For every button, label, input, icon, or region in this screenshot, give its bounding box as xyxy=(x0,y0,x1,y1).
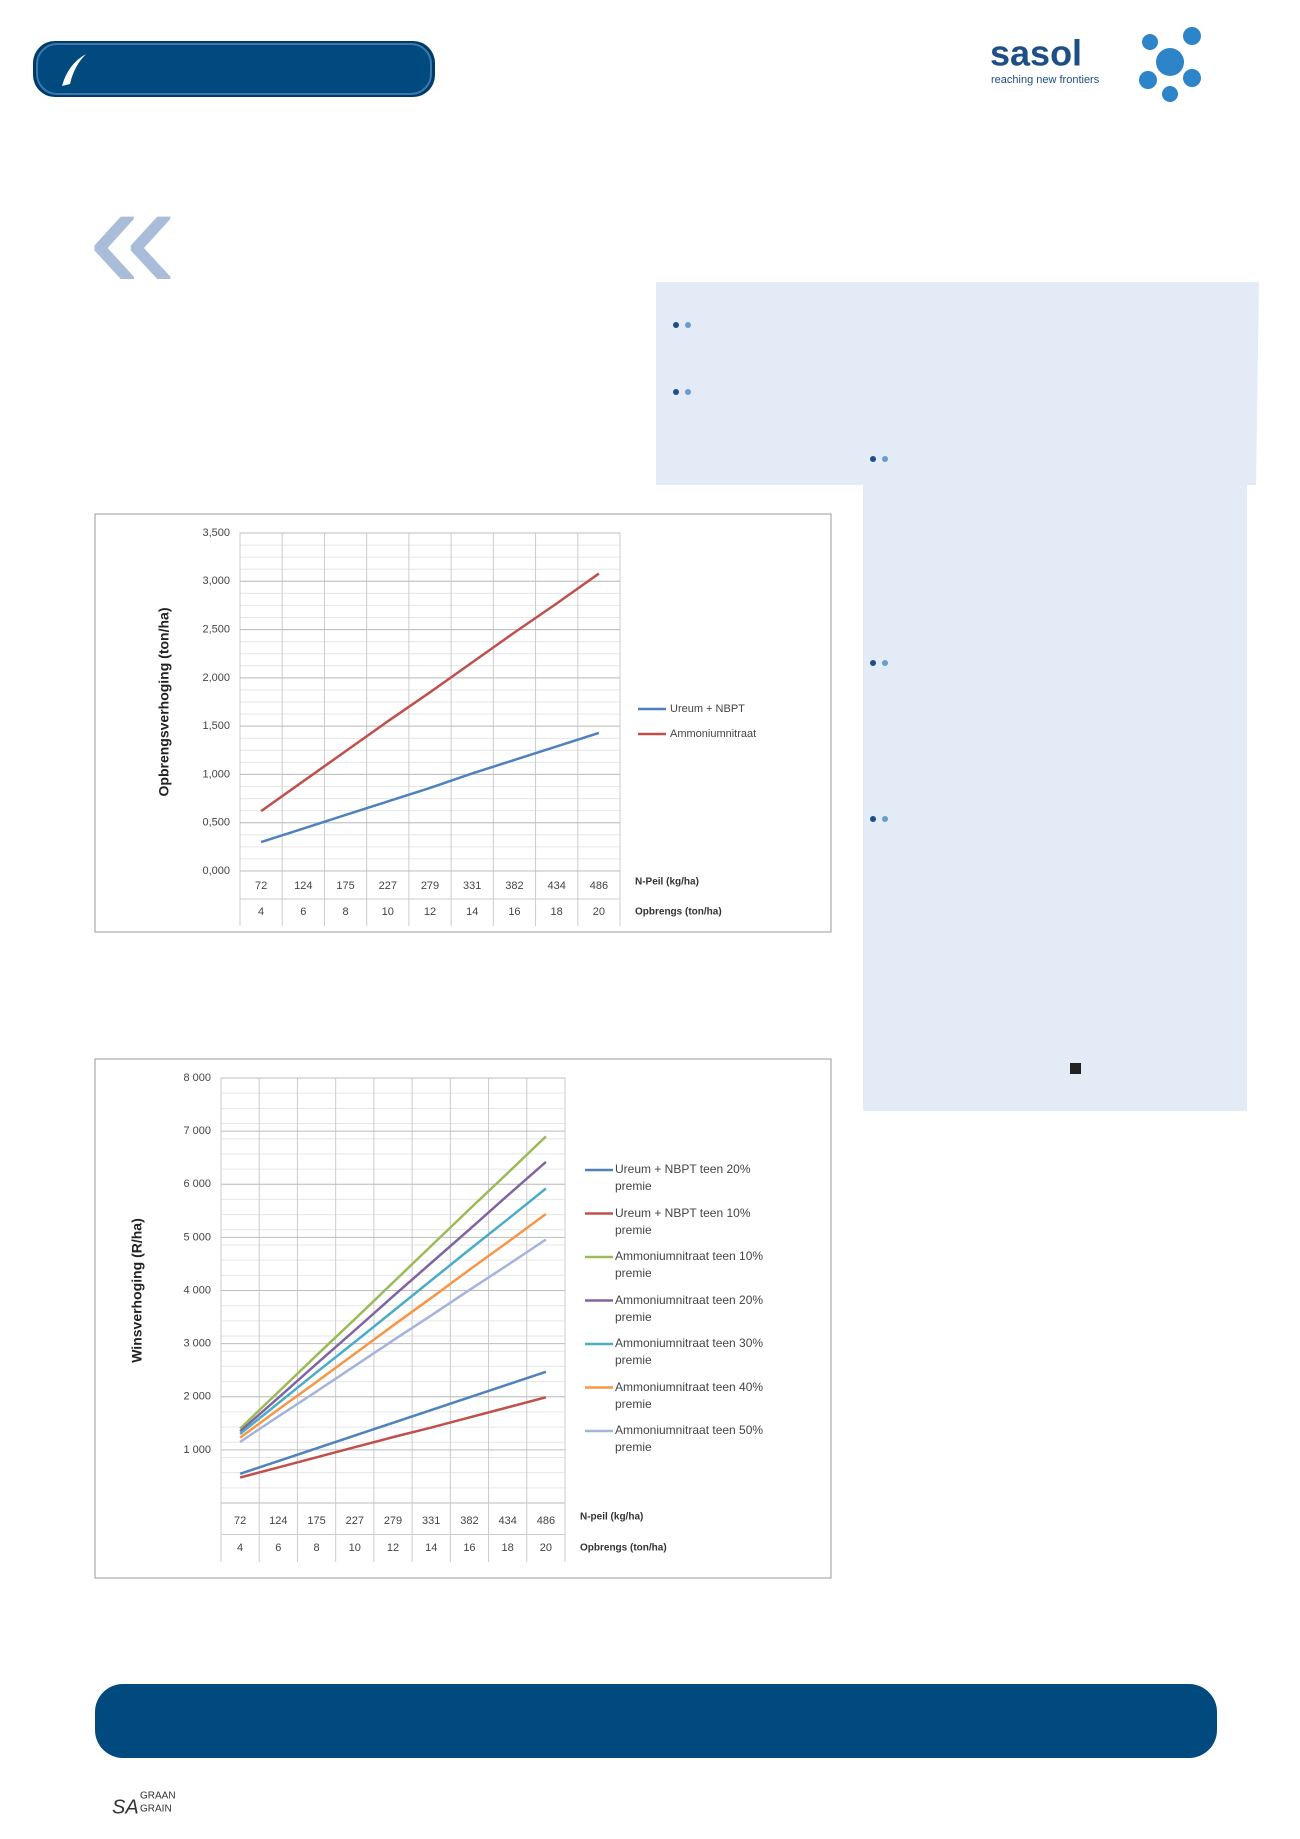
footer-logo-bottom: GRAIN xyxy=(140,1804,172,1815)
x-tick-label: 124 xyxy=(269,1515,287,1527)
legend-label: Ammoniumnitraat teen 30% premie xyxy=(615,1336,764,1367)
y-tick-label: 2 000 xyxy=(183,1391,211,1403)
x2-tick-label: 4 xyxy=(258,906,264,918)
x2-axis-label: Opbrengs (ton/ha) xyxy=(635,907,722,918)
chevron-decoration: « xyxy=(88,145,177,324)
x-tick-label: 279 xyxy=(421,880,439,892)
x2-tick-label: 20 xyxy=(593,906,605,918)
logo-tagline: reaching new frontiers xyxy=(991,74,1100,86)
x2-tick-label: 10 xyxy=(382,906,394,918)
x-tick-label: 72 xyxy=(255,880,267,892)
x2-tick-label: 14 xyxy=(466,906,478,918)
side-panel xyxy=(656,282,1259,1111)
x2-tick-label: 18 xyxy=(502,1542,514,1554)
x-tick-label: 486 xyxy=(537,1515,555,1527)
x2-tick-label: 10 xyxy=(349,1542,361,1554)
y-tick-label: 4 000 xyxy=(183,1284,211,1296)
legend-label: Ammoniumnitraat teen 50% premie xyxy=(615,1423,764,1454)
header-bar-inner xyxy=(36,43,432,95)
x2-tick-label: 6 xyxy=(300,906,306,918)
x2-tick-label: 16 xyxy=(463,1542,475,1554)
series-line xyxy=(239,1187,547,1435)
x-tick-label: 382 xyxy=(460,1515,478,1527)
footer-logo-sa: SA xyxy=(112,1796,139,1818)
y-tick-label: 8 000 xyxy=(183,1072,211,1084)
y-tick-label: 2,500 xyxy=(202,623,230,635)
x2-tick-label: 4 xyxy=(237,1542,243,1554)
x2-tick-label: 14 xyxy=(425,1542,437,1554)
legend-label: Ammoniumnitraat teen 10% premie xyxy=(615,1249,764,1280)
y-axis-label: Winsverhoging (R/ha) xyxy=(129,1218,145,1363)
header-icon xyxy=(62,54,86,86)
y-tick-label: 0,000 xyxy=(202,865,230,877)
x-tick-label: 382 xyxy=(505,880,523,892)
legend-label: Ureum + NBPT teen 10% premie xyxy=(615,1205,751,1237)
logo-molecule xyxy=(1139,27,1201,102)
series-line xyxy=(239,1238,547,1443)
series-line xyxy=(239,1160,547,1433)
y-tick-label: 2,000 xyxy=(202,672,230,684)
x-tick-label: 175 xyxy=(307,1515,325,1527)
y-tick-label: 3,500 xyxy=(202,527,230,539)
legend-label: Ureum + NBPT teen 20% premie xyxy=(615,1162,751,1193)
y-tick-label: 1 000 xyxy=(183,1444,211,1456)
footer-bar xyxy=(95,1684,1217,1758)
x-tick-label: 434 xyxy=(547,880,565,892)
y-tick-label: 5 000 xyxy=(183,1231,211,1243)
x2-tick-label: 20 xyxy=(540,1542,552,1554)
series-line xyxy=(260,572,600,813)
x2-tick-label: 6 xyxy=(275,1542,281,1554)
x2-tick-label: 12 xyxy=(387,1542,399,1554)
y-axis-label: Opbrengsverhoging (ton/ha) xyxy=(156,608,172,797)
legend-label: Ammoniumnitraat xyxy=(670,728,756,740)
x2-axis-label: Opbrengs (ton/ha) xyxy=(580,1543,667,1554)
series-line xyxy=(239,1370,547,1475)
x-tick-label: 227 xyxy=(346,1515,364,1527)
series-line xyxy=(239,1135,547,1430)
legend-label: Ammoniumnitraat teen 40% premie xyxy=(615,1379,764,1411)
y-tick-label: 6 000 xyxy=(183,1178,211,1190)
x-tick-label: 124 xyxy=(294,880,312,892)
x-tick-label: 486 xyxy=(590,880,608,892)
series-line xyxy=(260,731,600,844)
series-line xyxy=(239,1396,547,1479)
logo-text: sasol xyxy=(990,33,1082,74)
x2-tick-label: 8 xyxy=(313,1542,319,1554)
x-tick-label: 331 xyxy=(422,1515,440,1527)
y-tick-label: 0,500 xyxy=(202,817,230,829)
bullets xyxy=(673,322,888,822)
y-tick-label: 3 000 xyxy=(183,1338,211,1350)
x2-tick-label: 16 xyxy=(508,906,520,918)
end-mark xyxy=(1070,1063,1081,1074)
legend-label: Ammoniumnitraat teen 20% premie xyxy=(615,1292,764,1324)
x-tick-label: 434 xyxy=(498,1515,516,1527)
series-line xyxy=(239,1212,547,1439)
x-tick-label: 72 xyxy=(234,1515,246,1527)
x-tick-label: 227 xyxy=(379,880,397,892)
x-tick-label: 279 xyxy=(384,1515,402,1527)
x-axis-label: N-Peil (kg/ha) xyxy=(635,877,699,888)
legend-label: Ureum + NBPT xyxy=(670,703,745,715)
x-axis-label: N-peil (kg/ha) xyxy=(580,1512,643,1523)
y-tick-label: 1,500 xyxy=(202,720,230,732)
y-tick-label: 3,000 xyxy=(202,575,230,587)
x-tick-label: 175 xyxy=(336,880,354,892)
x2-tick-label: 18 xyxy=(551,906,563,918)
x2-tick-label: 8 xyxy=(342,906,348,918)
x-tick-label: 331 xyxy=(463,880,481,892)
y-tick-label: 7 000 xyxy=(183,1125,211,1137)
footer-logo-top: GRAAN xyxy=(140,1791,176,1802)
y-tick-label: 1,000 xyxy=(202,768,230,780)
x2-tick-label: 12 xyxy=(424,906,436,918)
